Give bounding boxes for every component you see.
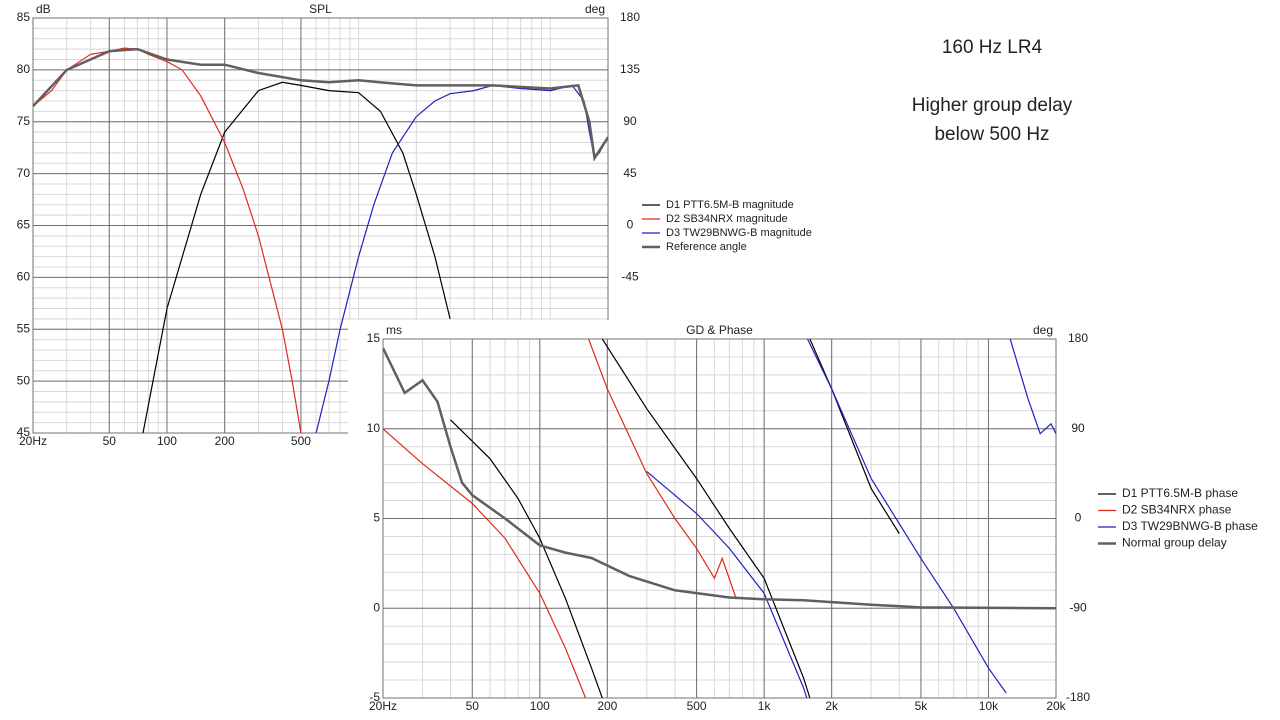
- legend-label: Normal group delay: [1122, 536, 1227, 550]
- x-tick-label: 50: [103, 434, 117, 448]
- y2-tick-label: 180: [620, 10, 640, 24]
- legend-label: D3 TW29BNWG-B phase: [1122, 519, 1258, 533]
- x-tick-label: 200: [597, 699, 617, 713]
- x-tick-label: 100: [157, 434, 177, 448]
- legend-label: D2 SB34NRX magnitude: [666, 213, 788, 225]
- y-tick-label: 0: [373, 600, 380, 614]
- y2-tick-label: 180: [1068, 331, 1088, 345]
- y2-tick-label: 0: [627, 218, 634, 232]
- y2-tick-label: 45: [623, 166, 637, 180]
- series-line: [383, 347, 1056, 610]
- y-tick-label: 80: [17, 62, 31, 76]
- x-tick-label: 100: [530, 699, 550, 713]
- y-tick-label: 60: [17, 270, 31, 284]
- y-tick-label: 45: [17, 425, 31, 439]
- y-tick-label: 65: [17, 218, 31, 232]
- x-tick-label: 2k: [825, 699, 839, 713]
- panel: [348, 320, 1280, 720]
- y2-tick-label: 90: [623, 114, 637, 128]
- y-tick-label: 15: [367, 331, 381, 345]
- y2-tick-label: -180: [1066, 690, 1090, 704]
- plot-frame: [382, 338, 1057, 699]
- x-tick-label: 500: [291, 434, 311, 448]
- chart-title: GD & Phase: [686, 323, 753, 337]
- series-line: [383, 339, 737, 698]
- x-tick-label: 50: [466, 699, 480, 713]
- series-line: [142, 81, 451, 433]
- legend-label: D1 PTT6.5M-B phase: [1122, 486, 1238, 500]
- y2-axis-label: deg: [585, 2, 605, 16]
- y-tick-label: 85: [17, 10, 31, 24]
- legend-label: D3 TW29BNWG-B magnitude: [666, 227, 812, 239]
- x-tick-label: 20Hz: [369, 699, 397, 713]
- series-line: [450, 339, 900, 698]
- plot-frame: [32, 17, 609, 434]
- y-tick-label: 5: [373, 511, 380, 525]
- legend-label: D1 PTT6.5M-B magnitude: [666, 199, 794, 211]
- y2-tick-label: -45: [621, 270, 639, 284]
- y-axis-label: dB: [36, 2, 51, 16]
- chart-title: SPL: [309, 2, 332, 16]
- y-tick-label: 55: [17, 321, 31, 335]
- x-tick-label: 1k: [758, 699, 772, 713]
- y-tick-label: 75: [17, 114, 31, 128]
- x-tick-label: 5k: [915, 699, 929, 713]
- legend-label: Reference angle: [666, 241, 747, 253]
- y-axis-label: ms: [386, 323, 402, 337]
- y2-axis-label: deg: [1033, 323, 1053, 337]
- y-tick-label: -5: [369, 690, 380, 704]
- y2-tick-label: 90: [1071, 421, 1085, 435]
- series-line: [33, 47, 608, 162]
- y2-tick-label: 135: [620, 62, 640, 76]
- y2-tick-label: -90: [1069, 600, 1087, 614]
- x-tick-label: 200: [215, 434, 235, 448]
- series-line: [315, 84, 608, 433]
- series-line: [646, 339, 1056, 698]
- y2-tick-label: 0: [1075, 511, 1082, 525]
- chart: 20Hz 50 100 200 500 1k 2k 5k 10k 20k -5 0 5 10 15 -180 -…: [348, 320, 1280, 720]
- annotation: below 500 Hz: [934, 124, 1049, 145]
- x-tick-label: 20Hz: [19, 434, 47, 448]
- annotation: Higher group delay: [912, 95, 1073, 116]
- series-line: [33, 47, 302, 433]
- annotation: 160 Hz LR4: [942, 37, 1043, 58]
- y-tick-label: 70: [17, 166, 31, 180]
- y-tick-label: 10: [367, 421, 381, 435]
- x-tick-label: 500: [687, 699, 707, 713]
- x-tick-label: 10k: [979, 699, 999, 713]
- legend-label: D2 SB34NRX phase: [1122, 503, 1232, 517]
- y-tick-label: 50: [17, 373, 31, 387]
- x-tick-label: 20k: [1046, 699, 1066, 713]
